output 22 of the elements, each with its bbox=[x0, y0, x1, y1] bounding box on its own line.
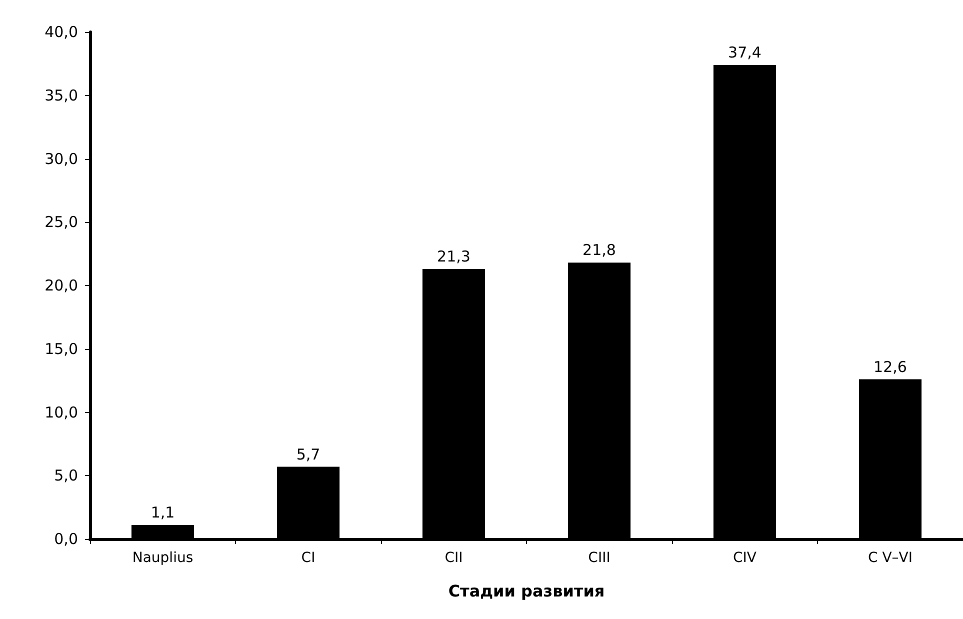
y-tick-label: 25,0 bbox=[44, 213, 78, 232]
y-tick-label: 0,0 bbox=[54, 530, 78, 548]
data-label: 12,6 bbox=[874, 358, 907, 376]
x-tick-label: CIII bbox=[588, 550, 610, 566]
data-label: 5,7 bbox=[296, 445, 320, 464]
data-label: 37,4 bbox=[728, 43, 762, 62]
y-tick-label: 40,0 bbox=[44, 23, 78, 41]
x-tick-label: CII bbox=[444, 550, 463, 566]
data-label: 1,1 bbox=[150, 504, 175, 522]
y-tick-label: 20,0 bbox=[44, 276, 78, 294]
x-tick-label: Nauplius bbox=[132, 550, 194, 566]
x-axis-title: Стадии развития bbox=[448, 582, 605, 600]
x-tick-label: CI bbox=[301, 550, 316, 566]
y-tick-label: 5,0 bbox=[54, 466, 78, 485]
y-tick-label: 35,0 bbox=[44, 86, 78, 104]
x-tick-label: C V–VI bbox=[868, 550, 913, 566]
y-tick-label: 10,0 bbox=[44, 403, 78, 422]
y-tick-label: 15,0 bbox=[44, 340, 78, 358]
data-label: 21,8 bbox=[582, 241, 616, 260]
x-tick-label: CIV bbox=[733, 550, 757, 566]
y-tick-label: 30,0 bbox=[44, 150, 78, 168]
data-label: 21,3 bbox=[437, 248, 470, 266]
